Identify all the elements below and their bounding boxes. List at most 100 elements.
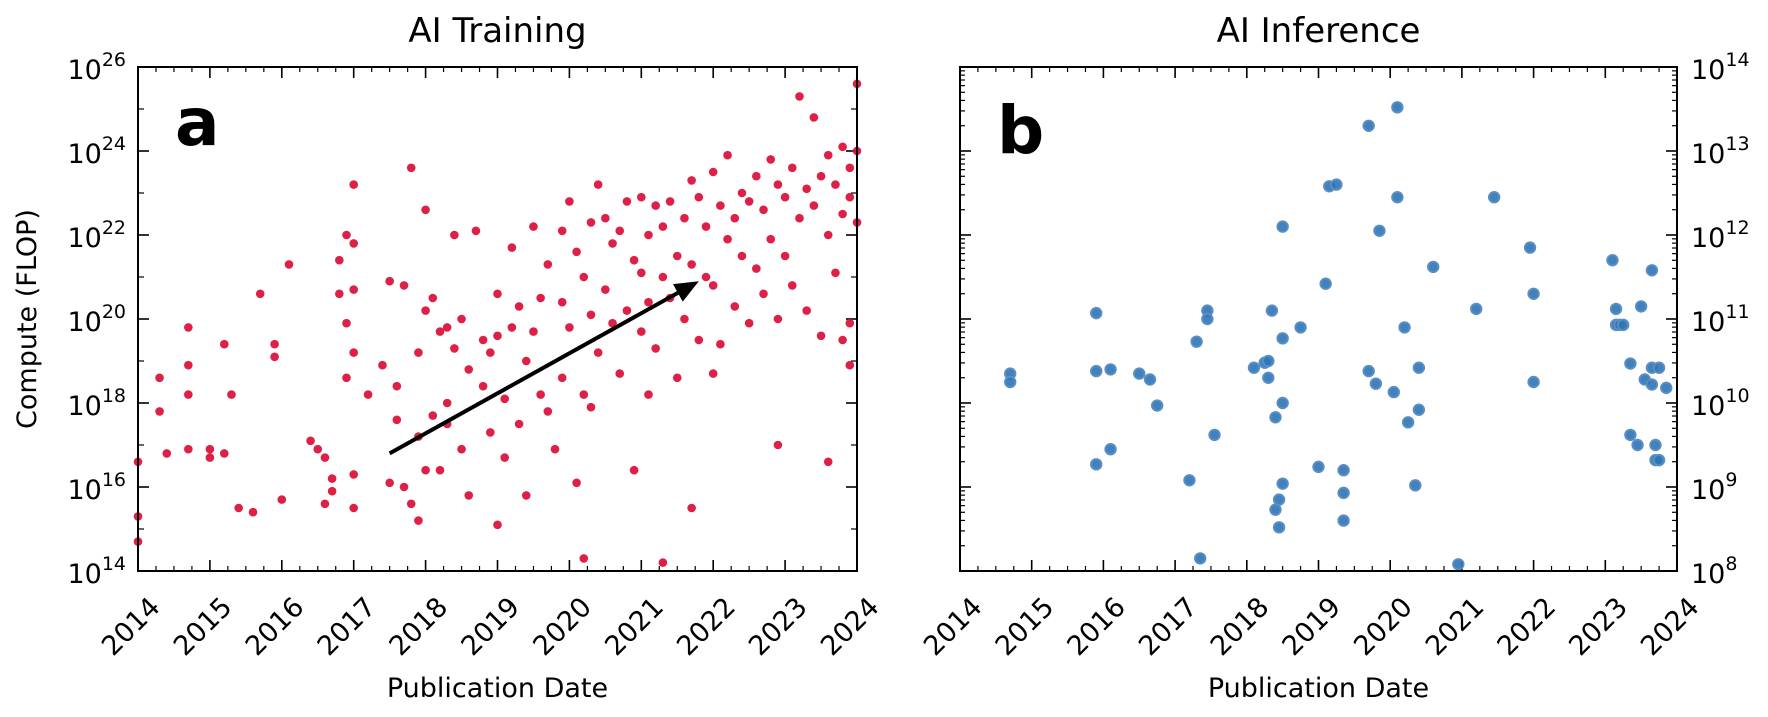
x-tick-label: 2021 xyxy=(599,592,670,663)
plot-frame-b xyxy=(959,66,1678,572)
data-point xyxy=(615,369,625,378)
data-point xyxy=(493,331,502,341)
data-point xyxy=(579,390,589,399)
data-point xyxy=(543,260,553,269)
data-point xyxy=(1652,361,1666,374)
data-point xyxy=(838,335,847,345)
data-point xyxy=(486,428,495,437)
data-point xyxy=(831,180,840,189)
x-tick-labels-b: 2014 2015 2016 2017 2018 2019 2020 2021 2022 2023… xyxy=(918,592,1706,663)
data-point xyxy=(392,415,402,425)
data-point xyxy=(629,255,639,265)
data-point xyxy=(816,171,826,181)
data-point xyxy=(1269,411,1282,424)
data-point xyxy=(708,369,718,378)
x-tick-label: 2016 xyxy=(240,592,311,663)
data-point xyxy=(665,197,675,206)
data-point xyxy=(644,390,653,399)
data-point xyxy=(787,163,797,173)
data-point xyxy=(759,289,768,299)
x-tick-label: 2014 xyxy=(918,592,989,663)
chart-panel-a: AI Training a Publication Date Compute (… xyxy=(12,11,886,704)
data-point xyxy=(823,457,833,467)
plot-frame-a xyxy=(137,66,858,572)
x-axis-label-a: Publication Date xyxy=(387,673,608,704)
data-point xyxy=(787,281,797,290)
data-point xyxy=(184,323,193,332)
data-point xyxy=(342,318,351,328)
data-point xyxy=(795,92,804,101)
data-point xyxy=(320,499,330,509)
data-point xyxy=(1624,428,1637,442)
panel-label-b: b xyxy=(997,92,1044,169)
data-point xyxy=(1373,224,1386,238)
data-point xyxy=(1090,458,1103,471)
data-point xyxy=(601,213,610,223)
trend-arrow xyxy=(388,281,699,456)
data-point xyxy=(644,297,653,307)
data-point xyxy=(335,255,344,265)
data-point xyxy=(464,491,474,500)
data-point xyxy=(831,268,840,278)
data-point xyxy=(507,243,517,252)
x-tick-labels-a: 2014 2015 2016 2017 2018 2019 2020 2021 2022 2023… xyxy=(96,592,886,663)
data-point xyxy=(1183,474,1196,487)
data-point xyxy=(557,297,567,307)
data-point xyxy=(313,444,323,454)
data-point xyxy=(399,281,409,290)
y-tick-label: 1012 xyxy=(1691,217,1750,254)
data-point xyxy=(471,226,481,236)
chart-title-a: AI Training xyxy=(408,11,586,51)
data-point xyxy=(744,197,754,206)
data-point xyxy=(270,352,279,362)
data-point xyxy=(234,503,243,513)
x-tick-label: 2023 xyxy=(1563,592,1634,663)
data-point xyxy=(1617,318,1630,332)
data-point xyxy=(1634,300,1648,313)
data-point xyxy=(823,230,833,240)
data-point xyxy=(802,184,811,194)
data-point xyxy=(442,398,452,408)
data-point xyxy=(658,272,668,282)
data-point xyxy=(1190,335,1203,348)
data-point xyxy=(349,470,359,479)
data-point xyxy=(708,167,718,177)
data-point xyxy=(392,381,402,391)
data-point xyxy=(414,516,423,525)
y-tick-label: 1014 xyxy=(67,553,126,590)
data-point xyxy=(716,201,725,210)
data-point xyxy=(701,222,711,231)
data-point xyxy=(1398,321,1411,334)
panel-label-a: a xyxy=(175,84,220,161)
data-point xyxy=(586,218,596,227)
data-point xyxy=(205,444,215,454)
data-point xyxy=(809,113,819,122)
data-point xyxy=(1427,260,1440,274)
data-point xyxy=(219,449,229,458)
data-point xyxy=(1606,254,1619,267)
data-point xyxy=(723,150,732,160)
data-point xyxy=(1262,354,1275,368)
data-point xyxy=(248,507,258,517)
data-point xyxy=(1090,306,1103,320)
data-point xyxy=(608,239,617,248)
data-point xyxy=(752,264,761,273)
data-point xyxy=(1201,312,1214,326)
data-point xyxy=(1276,332,1289,345)
data-point xyxy=(1133,367,1146,380)
series-training-points xyxy=(133,79,862,567)
data-point xyxy=(1609,302,1623,316)
data-point xyxy=(155,373,164,383)
data-point xyxy=(658,222,668,231)
data-point xyxy=(1090,364,1103,378)
x-tick-label: 2017 xyxy=(1133,592,1204,663)
data-point xyxy=(1631,438,1644,452)
data-point xyxy=(1104,443,1117,456)
data-point xyxy=(507,323,517,332)
axes-b-ticks xyxy=(959,66,1678,572)
data-point xyxy=(1262,371,1275,385)
data-point xyxy=(1003,375,1017,389)
data-point xyxy=(557,373,567,383)
chart-panel-b: AI Inference b Publication Date 2014 2015… xyxy=(918,11,1750,704)
